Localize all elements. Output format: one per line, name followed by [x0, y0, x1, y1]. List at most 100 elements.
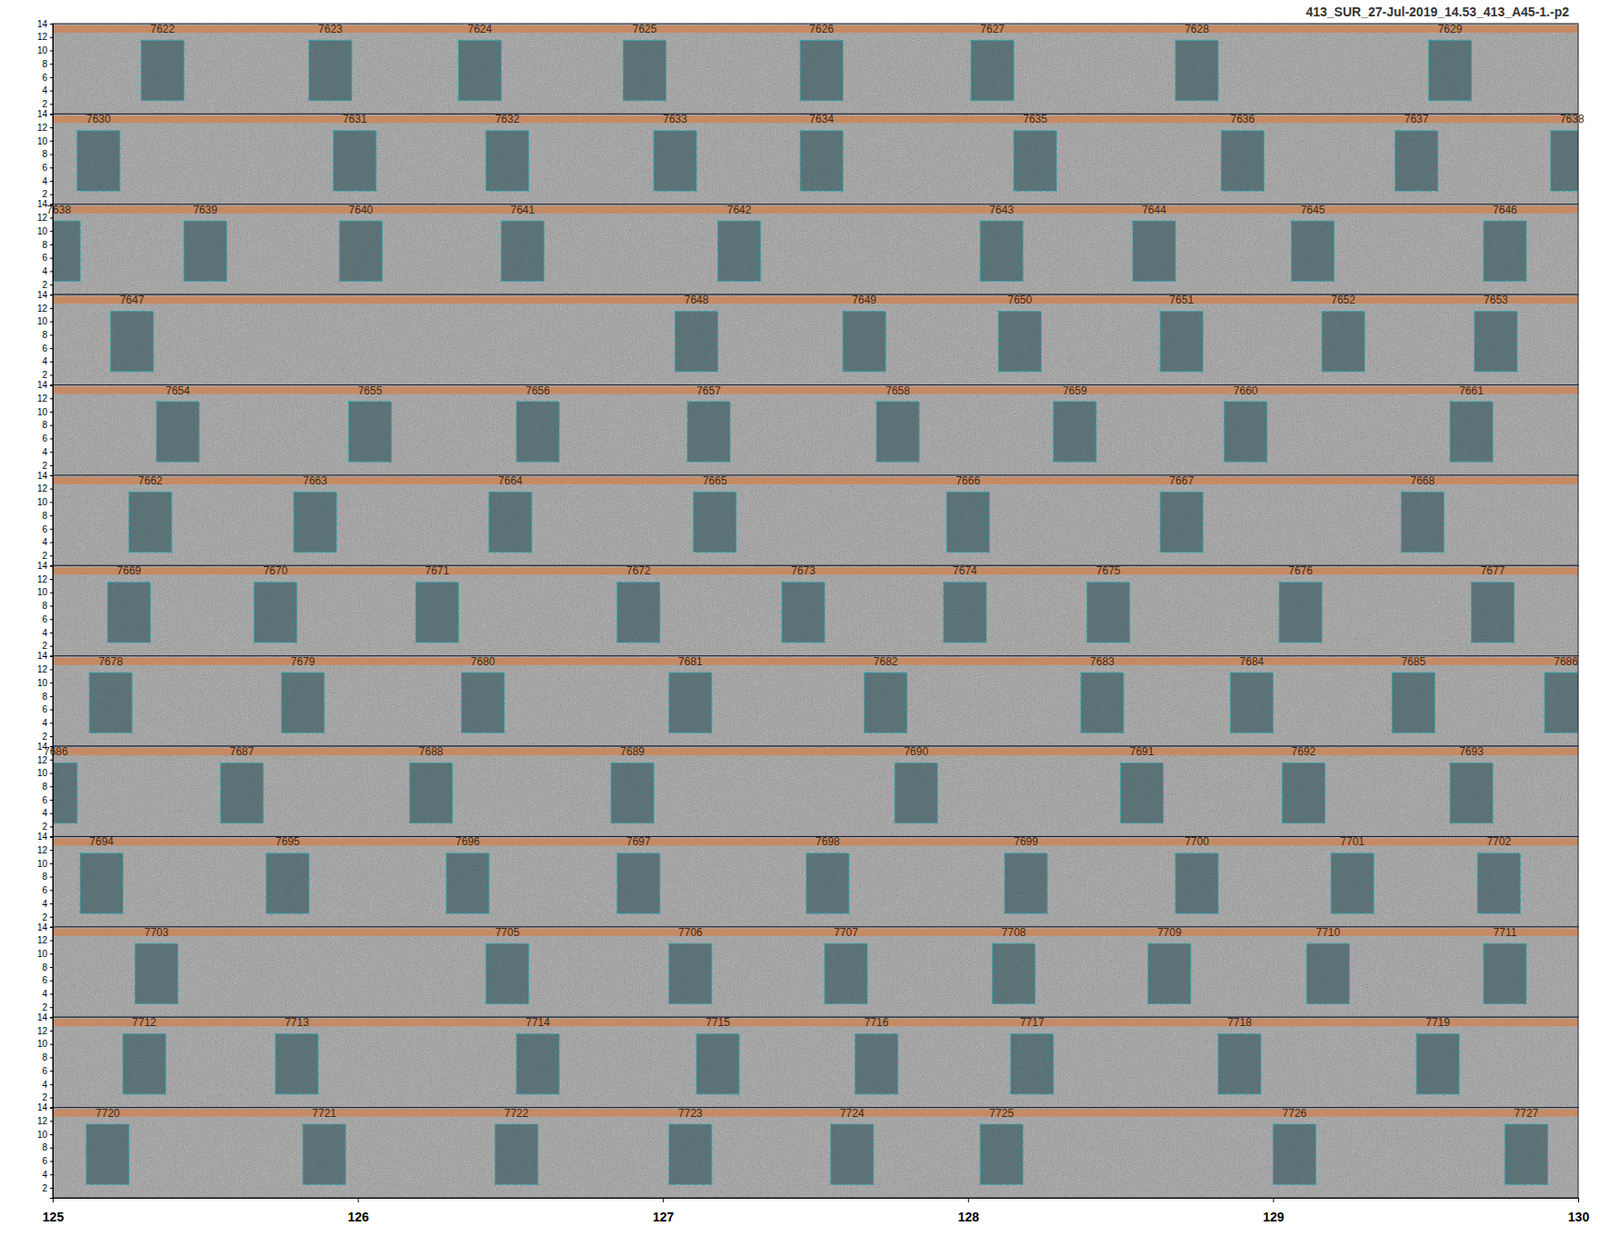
detection-box — [864, 672, 908, 733]
y-tick: 8 — [41, 600, 53, 611]
detection-box — [800, 130, 843, 191]
y-tick-mark — [50, 1070, 53, 1072]
y-tick-label: 2 — [41, 821, 48, 832]
spectrogram-background — [52, 23, 1579, 114]
y-tick: 14 — [37, 19, 53, 30]
detection-label: 7646 — [1492, 203, 1518, 217]
y-tick-mark — [50, 696, 53, 698]
detection-box — [970, 40, 1014, 100]
y-tick: 6 — [41, 1066, 53, 1077]
detection-label: 7717 — [1020, 1016, 1045, 1030]
panel-frame — [52, 204, 1579, 295]
y-tick: 4 — [41, 1080, 53, 1090]
detections — [107, 582, 1514, 643]
y-tick: 12 — [37, 574, 53, 585]
panel: 7630763176327633763476357636763776382468… — [37, 109, 1594, 205]
y-tick-mark — [50, 592, 53, 594]
y-tick-label: 14 — [37, 109, 49, 120]
detections — [52, 762, 1493, 823]
header-band — [52, 929, 1579, 937]
y-tick-label: 4 — [41, 176, 48, 187]
detection-label: 7636 — [1230, 112, 1255, 126]
detection-box — [1272, 1124, 1316, 1185]
detection-label: 7664 — [498, 474, 523, 488]
y-tick-mark — [50, 800, 53, 801]
y-tick: 6 — [41, 252, 53, 263]
y-tick-mark — [50, 348, 53, 350]
detection-label: 7666 — [955, 474, 980, 488]
detection-box — [876, 401, 920, 462]
detection-box — [1544, 672, 1579, 733]
y-tick-mark — [50, 890, 53, 891]
y-tick: 12 — [37, 845, 53, 856]
y-tick-mark — [50, 23, 53, 25]
detection-label: 7678 — [98, 655, 123, 669]
x-tick-label: 125 — [42, 1210, 65, 1225]
detection-label: 7635 — [1022, 112, 1048, 126]
detection-box — [1080, 672, 1124, 733]
detections — [110, 311, 1518, 372]
detection-box — [1291, 220, 1335, 281]
y-tick-mark — [50, 760, 53, 761]
y-tick-label: 4 — [41, 1080, 48, 1090]
detection-box — [516, 1034, 560, 1095]
detection-label: 7723 — [678, 1107, 703, 1120]
y-tick-mark — [50, 284, 53, 286]
y-tick: 2 — [41, 1092, 53, 1103]
spectrogram-noise — [52, 836, 1579, 927]
y-tick-mark — [50, 294, 53, 296]
y-tick-label: 6 — [41, 1156, 48, 1167]
detection-box — [86, 1124, 130, 1185]
detection-box — [800, 40, 843, 100]
y-tick-mark — [50, 980, 53, 982]
detection-label: 7648 — [684, 293, 710, 307]
y-tick-mark — [50, 656, 53, 658]
detection-label: 7715 — [705, 1016, 730, 1030]
y-tick-mark — [50, 1188, 53, 1190]
detection-label: 7698 — [815, 835, 840, 849]
detection-label: 7684 — [1240, 655, 1265, 669]
y-tick-label: 12 — [37, 122, 49, 133]
detection-box — [122, 1034, 166, 1095]
y-tick-mark — [50, 927, 53, 929]
y-tick: 10 — [37, 859, 53, 870]
y-tick-mark — [50, 1030, 53, 1032]
detection-box — [495, 1124, 539, 1185]
detection-label: 7726 — [1282, 1107, 1308, 1120]
x-tick: 129 — [1262, 1198, 1285, 1225]
y-tick-mark — [50, 90, 53, 92]
detection-label: 7630 — [86, 112, 111, 126]
y-axis-line — [50, 24, 54, 115]
detection-label: 7699 — [1013, 835, 1039, 849]
panel-frame — [52, 23, 1579, 114]
y-tick: 10 — [37, 136, 53, 147]
y-tick-label: 8 — [41, 871, 48, 882]
y-tick-label: 14 — [37, 199, 49, 210]
spectrogram-background — [52, 927, 1579, 1018]
y-tick-label: 2 — [41, 189, 48, 200]
y-tick-label: 14 — [37, 922, 49, 933]
y-tick: 8 — [41, 59, 53, 70]
header-band — [52, 387, 1579, 395]
y-axis: 2468101214 — [37, 1102, 54, 1199]
y-tick-mark — [50, 917, 53, 919]
detection-box — [1391, 672, 1435, 733]
y-tick: 8 — [41, 149, 53, 160]
detection-label: 7623 — [318, 22, 343, 36]
y-tick-label: 8 — [41, 510, 48, 521]
y-tick: 12 — [37, 212, 53, 223]
detection-label: 7677 — [1480, 564, 1506, 578]
y-tick-label: 10 — [37, 45, 49, 56]
y-tick: 2 — [41, 640, 53, 651]
y-tick-label: 2 — [41, 640, 48, 651]
y-tick: 14 — [37, 560, 53, 571]
detections — [52, 220, 1527, 281]
detection-box — [89, 672, 132, 733]
y-tick: 14 — [37, 922, 53, 933]
x-tick-mark — [1272, 1198, 1274, 1203]
y-tick-mark — [50, 529, 53, 530]
y-axis: 2468101214 — [37, 922, 54, 1019]
y-tick: 6 — [41, 885, 53, 896]
y-tick-label: 12 — [37, 1116, 49, 1127]
y-tick-label: 12 — [37, 393, 49, 404]
